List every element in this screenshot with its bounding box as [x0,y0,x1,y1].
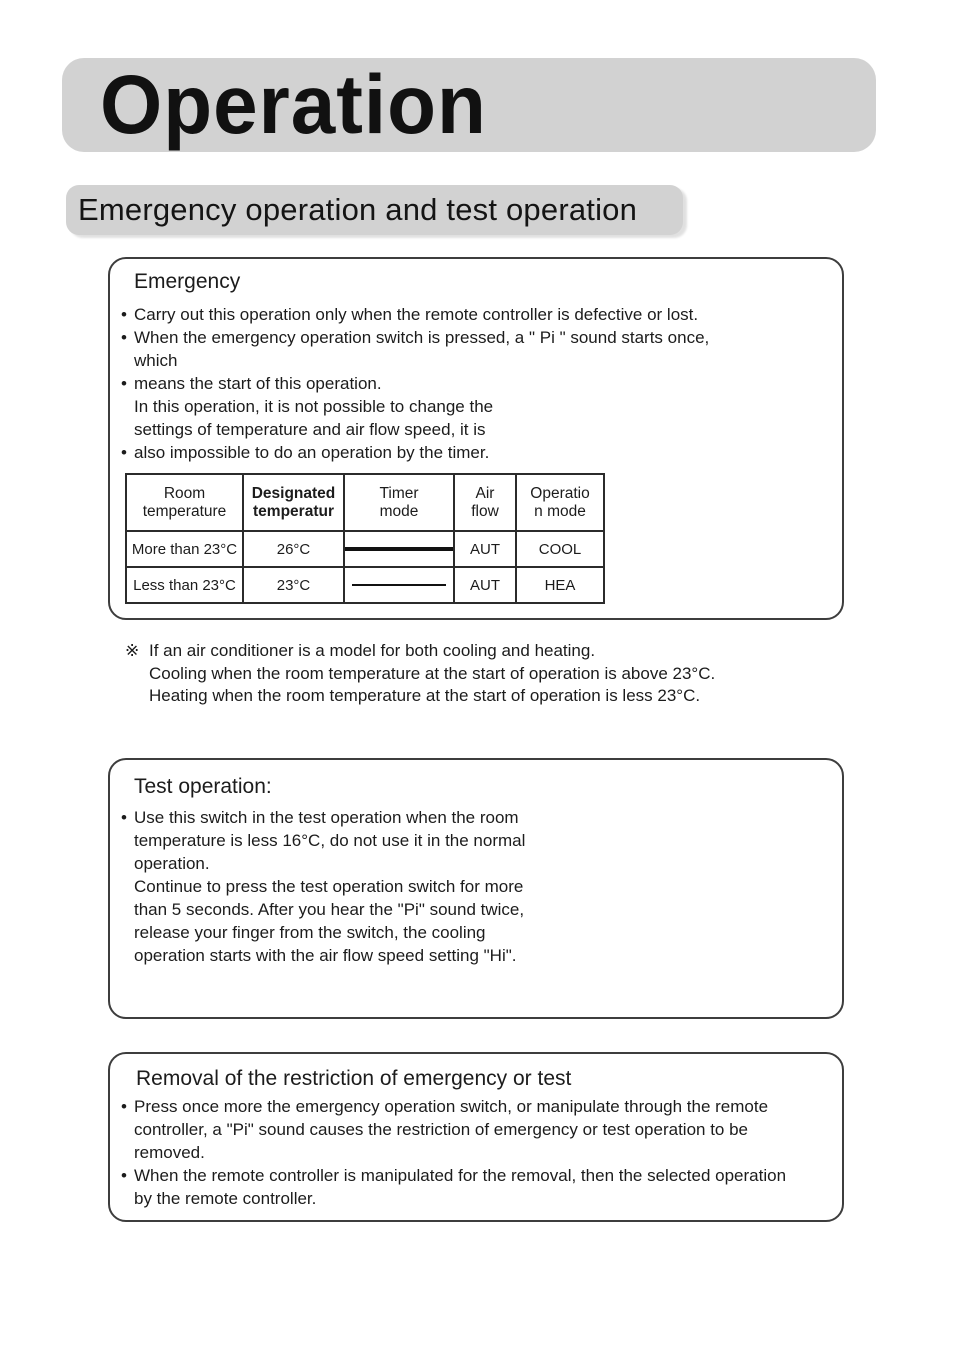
cell-air-flow: AUT [453,530,517,568]
test-operation-box: Test operation: Use this switch in the t… [108,758,844,1019]
cell-air-flow: AUT [453,566,517,604]
page-title: Operation [100,58,487,151]
bullet-item: Carry out this operation only when the r… [121,303,836,326]
cell-designated-temperature: 23°C [242,566,345,604]
cell-room-temperature: More than 23°C [125,530,244,568]
bullet-item: Press once more the emergency operation … [121,1095,838,1164]
bullet-item: When the remote controller is manipulate… [121,1164,838,1210]
cell-timer-mode [343,566,455,604]
header-air-flow: Air flow [453,473,517,532]
emergency-bullet-list: Carry out this operation only when the r… [121,303,836,464]
header-operation-mode: Operatio n mode [515,473,605,532]
bullet-item: Use this switch in the test operation wh… [121,806,836,967]
reference-mark: ※ [125,641,140,660]
header-designated-temperature: Designated temperatur [242,473,345,532]
timer-dash-line [352,584,446,586]
test-operation-bullet-list: Use this switch in the test operation wh… [121,806,836,967]
page-title-bar: Operation [62,58,876,152]
cell-operation-mode: HEA [515,566,605,604]
bullet-item: means the start of this operation. In th… [121,372,836,441]
cooling-heating-note: ※ If an air conditioner is a model for b… [125,640,715,708]
header-room-temperature: Room temperature [125,473,244,532]
section-title-bar: Emergency operation and test operation [66,185,683,235]
cell-designated-temperature: 26°C [242,530,345,568]
bullet-item: When the emergency operation switch is p… [121,326,836,372]
removal-heading: Removal of the restriction of emergency … [136,1067,572,1090]
cell-operation-mode: COOL [515,530,605,568]
table-row: More than 23°C 26°C AUT COOL [125,530,605,568]
header-timer-mode: Timer mode [343,473,455,532]
section-title: Emergency operation and test operation [78,192,638,227]
bullet-item: also impossible to do an operation by th… [121,441,836,464]
test-operation-heading: Test operation: [134,775,272,798]
note-text: If an air conditioner is a model for bot… [149,641,716,705]
emergency-heading: Emergency [134,270,241,293]
cell-timer-mode [343,530,455,568]
table-header-row: Room temperature Designated temperatur T… [125,473,605,532]
removal-bullet-list: Press once more the emergency operation … [121,1095,838,1210]
operation-mode-table: Room temperature Designated temperatur T… [125,473,605,604]
timer-dash-line [346,547,452,551]
removal-box: Removal of the restriction of emergency … [108,1052,844,1222]
cell-room-temperature: Less than 23°C [125,566,244,604]
table-row: Less than 23°C 23°C AUT HEA [125,566,605,604]
emergency-box: Emergency Carry out this operation only … [108,257,844,620]
